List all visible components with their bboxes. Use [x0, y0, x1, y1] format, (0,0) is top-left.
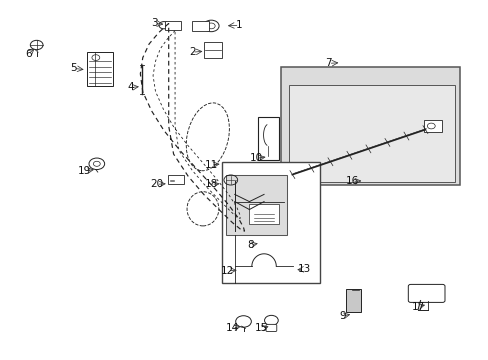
FancyBboxPatch shape	[165, 21, 181, 30]
Text: 7: 7	[325, 58, 331, 68]
FancyBboxPatch shape	[222, 162, 320, 283]
Text: 6: 6	[25, 49, 32, 59]
FancyBboxPatch shape	[258, 117, 278, 160]
Text: 2: 2	[188, 47, 195, 57]
Text: 9: 9	[338, 311, 345, 321]
Text: 14: 14	[225, 323, 239, 333]
FancyBboxPatch shape	[192, 21, 208, 31]
Text: 11: 11	[204, 160, 218, 170]
Text: 18: 18	[204, 179, 218, 189]
FancyBboxPatch shape	[167, 175, 184, 184]
FancyBboxPatch shape	[423, 120, 441, 132]
Text: 13: 13	[297, 264, 310, 274]
Text: 19: 19	[78, 166, 91, 176]
FancyBboxPatch shape	[225, 175, 286, 235]
Text: 8: 8	[247, 240, 254, 250]
Text: 20: 20	[150, 179, 163, 189]
Text: 1: 1	[236, 20, 243, 30]
Text: 4: 4	[127, 82, 134, 93]
Text: 15: 15	[254, 323, 268, 333]
FancyBboxPatch shape	[345, 289, 360, 312]
Text: 12: 12	[221, 266, 234, 276]
FancyBboxPatch shape	[204, 42, 222, 58]
FancyBboxPatch shape	[249, 204, 278, 224]
Text: 10: 10	[249, 153, 262, 163]
Text: 5: 5	[70, 63, 77, 73]
Text: 17: 17	[410, 302, 424, 312]
FancyBboxPatch shape	[281, 67, 459, 185]
FancyBboxPatch shape	[86, 52, 113, 86]
Text: 16: 16	[345, 176, 358, 186]
Text: 3: 3	[151, 18, 158, 28]
FancyBboxPatch shape	[265, 324, 276, 332]
FancyBboxPatch shape	[407, 284, 444, 302]
FancyBboxPatch shape	[288, 85, 454, 182]
